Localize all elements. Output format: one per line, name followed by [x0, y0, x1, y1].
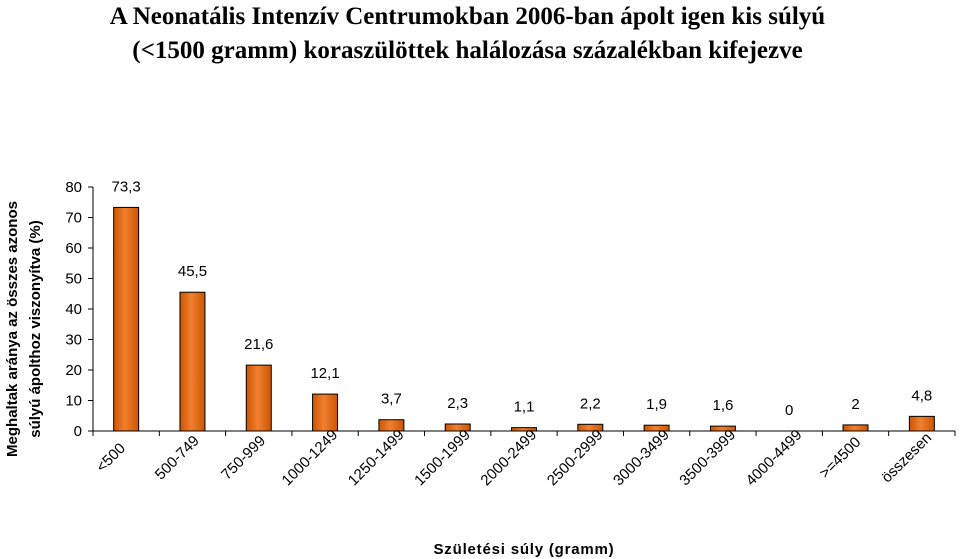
bar: [511, 427, 537, 432]
data-label: 4,8: [911, 387, 932, 404]
bar: [709, 425, 736, 432]
x-tick-label: 3000-3499: [610, 426, 673, 489]
x-tick-label: 2500-2999: [544, 426, 607, 489]
chart-title-line-1: A Neonatális Intenzív Centrumokban 2006-…: [109, 3, 826, 30]
data-label: 2,2: [580, 395, 601, 412]
data-label: 1,9: [646, 396, 667, 413]
y-tick-label: 80: [65, 179, 82, 196]
x-tick-label: 500-749: [152, 432, 203, 483]
bar: [643, 424, 670, 432]
x-tick-label: 750-999: [218, 432, 269, 483]
data-label: 12,1: [310, 365, 339, 382]
x-tick-label: <500: [93, 440, 129, 476]
data-label: 2: [851, 396, 859, 413]
y-tick-label: 40: [65, 301, 82, 318]
bar: [908, 415, 935, 432]
bar: [179, 291, 206, 432]
data-label: 21,6: [244, 336, 273, 353]
y-tick-label: 30: [65, 332, 82, 349]
x-tick-label: 1500-1999: [411, 426, 474, 489]
x-tick-label: 3500-3999: [676, 426, 739, 489]
x-tick-label: >=4500: [816, 434, 864, 482]
y-tick-label: 60: [65, 240, 82, 257]
bar: [245, 364, 272, 432]
y-axis-title-line-1: Meghaltak aránya az összes azonos: [4, 201, 21, 457]
bar: [444, 423, 471, 432]
x-axis-title: Születési súly (gramm): [434, 541, 615, 558]
chart-title-line-2: (<1500 gramm) koraszülöttek halálozása s…: [132, 37, 803, 64]
y-axis-title: Meghaltak aránya az összes azonos súlyú …: [4, 201, 44, 457]
data-label: 3,7: [381, 391, 402, 408]
x-tick-label: 4000-4499: [743, 426, 806, 489]
data-label: 73,3: [112, 178, 141, 195]
bar: [113, 206, 140, 432]
bar: [842, 424, 869, 432]
x-tick-label: 1000-1249: [279, 426, 342, 489]
data-label: 1,6: [712, 397, 733, 414]
y-tick-label: 50: [65, 271, 82, 288]
y-tick-label: 20: [65, 362, 82, 379]
bar: [577, 423, 604, 432]
y-tick-label: 70: [65, 210, 82, 227]
data-label: 0: [785, 402, 793, 419]
data-label: 1,1: [514, 399, 535, 416]
data-label: 45,5: [178, 263, 207, 280]
bar: [312, 393, 339, 432]
bar: [378, 419, 405, 432]
x-tick-label: 1250-1499: [345, 426, 408, 489]
y-tick-label: 10: [65, 393, 82, 410]
y-axis-title-line-2: súlyú ápolthoz viszonyítva (%): [27, 220, 44, 438]
x-tick-label: 2000-2499: [477, 426, 540, 489]
y-tick-label: 0: [74, 423, 82, 440]
chart-title: A Neonatális Intenzív Centrumokban 2006-…: [0, 0, 935, 68]
data-label: 2,3: [447, 395, 468, 412]
x-tick-label: összesen: [878, 429, 935, 486]
